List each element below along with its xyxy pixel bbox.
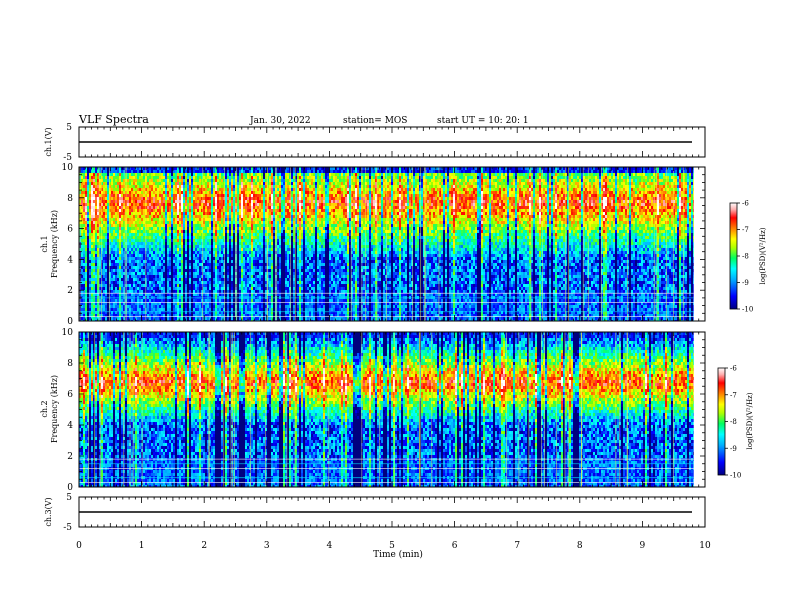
time-axis-label: Time (min) (373, 549, 423, 560)
ch2-colorbar (717, 367, 726, 476)
frequency-tick-label: 2 (67, 286, 73, 296)
ch1-spectrogram-ytick-labels: 0 2 4 6 8 10 (62, 163, 74, 327)
colorbar-tick-label: -6 (730, 365, 737, 373)
header: VLF Spectra Jan. 30, 2022 station= MOS s… (78, 113, 529, 126)
time-tick-label: 10 (699, 541, 711, 551)
frequency-tick-label: 2 (67, 452, 73, 462)
ch3-waveform-panel: 5 -5 ch.3(V) 0 1 2 3 4 5 6 7 8 9 10 Time (min) (44, 493, 711, 560)
time-tick-label: 3 (264, 541, 270, 551)
frequency-tick-label: 10 (62, 328, 74, 338)
header-station: station= MOS (343, 116, 407, 126)
ch1-colorbar-ticks: -6 -7 -8 -9 -10 (737, 200, 753, 314)
ch2-spectrogram-image (79, 332, 705, 487)
ch1-waveform-ylabel: ch.1(V) (44, 127, 53, 156)
time-tick-label: 0 (76, 541, 82, 551)
ch1-waveform-ticks (78, 127, 706, 157)
ch2-channel-label: ch.2 (40, 400, 49, 417)
ch3-ytick-top: 5 (66, 493, 72, 503)
colorbar-tick-label: -6 (742, 200, 749, 208)
time-tick-label: 2 (201, 541, 207, 551)
header-start-time: start UT = 10: 20: 1 (437, 116, 529, 126)
ch2-spectrogram-ticks (78, 331, 706, 488)
ch2-spectrogram-ytick-labels: 0 2 4 6 8 10 (62, 328, 74, 493)
time-axis-tick-labels: 0 1 2 3 4 5 6 7 8 9 10 (76, 541, 711, 551)
colorbar-tick-label: -10 (730, 472, 741, 480)
header-date: Jan. 30, 2022 (249, 116, 311, 126)
time-tick-label: 6 (452, 541, 458, 551)
time-tick-label: 9 (640, 541, 646, 551)
time-tick-label: 8 (577, 541, 583, 551)
frequency-tick-label: 10 (62, 163, 74, 173)
colorbar-tick-label: -7 (730, 391, 737, 399)
time-tick-label: 5 (389, 541, 395, 551)
colorbar-tick-label: -9 (730, 445, 737, 453)
frequency-tick-label: 4 (67, 255, 73, 265)
frequency-tick-label: 6 (67, 225, 73, 235)
ch1-channel-label: ch.1 (40, 235, 49, 252)
colorbar-tick-label: -7 (742, 226, 749, 234)
frequency-tick-label: 6 (67, 390, 73, 400)
ch1-colorbar-label: log(PSD)(V²/Hz) (759, 227, 767, 284)
ch2-colorbar-label: log(PSD)(V²/Hz) (746, 392, 754, 449)
ch1-ytick-top: 5 (66, 123, 72, 133)
frequency-tick-label: 4 (67, 421, 73, 431)
ch1-spectrogram-image (79, 167, 705, 321)
ch3-ytick-bottom: -5 (63, 523, 72, 533)
frequency-tick-label: 8 (67, 359, 73, 369)
figure-title: VLF Spectra (78, 113, 149, 126)
ch1-frequency-label: Frequency (kHz) (50, 210, 59, 278)
ch1-waveform-panel: 5 -5 ch.1(V) (44, 123, 706, 163)
ch2-spectrogram-panel: 0 2 4 6 8 10 ch.2 Frequency (kHz) -6 -7 -8 -9 -10… (40, 328, 754, 493)
ch1-spectrogram-ticks (78, 166, 706, 322)
time-tick-label: 7 (514, 541, 520, 551)
colorbar-tick-label: -9 (742, 279, 749, 287)
ch1-ytick-bottom: -5 (63, 153, 72, 163)
frequency-tick-label: 0 (67, 317, 73, 327)
ch2-colorbar-ticks: -6 -7 -8 -9 -10 (725, 365, 741, 480)
time-tick-label: 4 (327, 541, 333, 551)
ch1-spectrogram-panel: 0 2 4 6 8 10 ch.1 Frequency (kHz) -6 -7 -8 -9 -10… (40, 163, 767, 327)
colorbar-tick-label: -8 (730, 418, 737, 426)
ch3-waveform-ticks (78, 497, 706, 527)
colorbar-tick-label: -10 (742, 306, 753, 314)
frequency-tick-label: 8 (67, 194, 73, 204)
ch1-colorbar (729, 202, 738, 310)
time-tick-label: 1 (139, 541, 145, 551)
ch3-waveform-ylabel: ch.3(V) (44, 497, 53, 526)
ch2-frequency-label: Frequency (kHz) (50, 375, 59, 443)
colorbar-tick-label: -8 (742, 253, 749, 261)
frequency-tick-label: 0 (67, 483, 73, 493)
